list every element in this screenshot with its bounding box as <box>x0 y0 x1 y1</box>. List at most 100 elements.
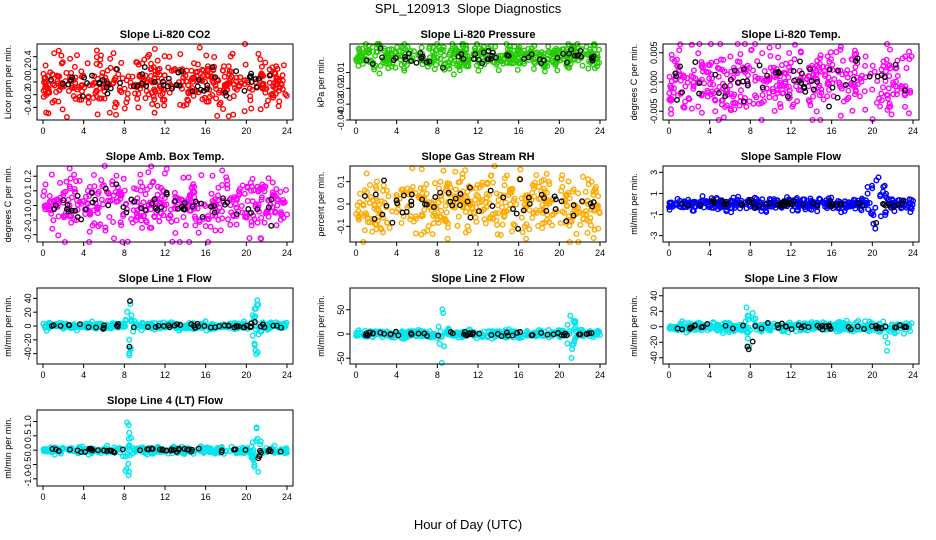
data-point <box>824 93 831 100</box>
data-point <box>398 61 405 68</box>
data-point-black <box>563 218 570 225</box>
data-point-black <box>696 90 703 97</box>
data-point <box>134 195 141 202</box>
data-point-black <box>850 76 857 83</box>
data-point <box>93 60 100 67</box>
data-point <box>369 44 376 51</box>
data-point <box>903 65 910 72</box>
data-point <box>43 91 50 98</box>
data-point <box>418 44 425 51</box>
data-point-black <box>900 197 907 204</box>
data-point-black <box>696 80 703 86</box>
data-point-black <box>784 93 791 100</box>
data-point <box>514 66 521 73</box>
data-point <box>515 60 522 67</box>
data-point-black <box>447 329 454 335</box>
data-point-black <box>212 74 219 81</box>
data-point <box>872 204 879 211</box>
data-point <box>676 47 683 54</box>
data-point <box>211 54 218 61</box>
data-point <box>587 46 594 53</box>
x-tick-label: 12 <box>786 126 796 136</box>
data-point <box>874 78 881 85</box>
data-point-black <box>435 332 442 339</box>
data-point <box>690 67 697 74</box>
data-point <box>251 463 258 470</box>
data-point <box>705 61 712 68</box>
data-point-black <box>476 330 483 337</box>
data-point <box>140 320 147 327</box>
data-point-black <box>510 206 516 212</box>
data-point-black <box>76 321 83 328</box>
data-point <box>95 223 102 230</box>
data-point <box>110 218 117 225</box>
x-tick-label: 4 <box>707 370 712 380</box>
data-point <box>233 221 240 228</box>
data-point <box>168 218 175 225</box>
data-point-black <box>399 209 406 216</box>
data-point-black <box>796 78 803 85</box>
data-point <box>125 443 132 450</box>
data-point <box>722 90 729 97</box>
data-point <box>829 66 836 73</box>
data-point <box>436 340 443 347</box>
data-point-black <box>577 48 584 54</box>
data-point <box>241 190 248 197</box>
data-point <box>744 312 751 319</box>
data-point-black <box>526 200 533 207</box>
data-point-black <box>379 54 386 61</box>
chart-panel-3: Slope Li-820 Temp.0 4 8 12 16 20 24-0.0050.000… <box>629 29 920 136</box>
data-point <box>681 74 688 81</box>
data-point-black <box>704 320 711 327</box>
data-point <box>205 73 212 80</box>
data-point <box>590 41 597 48</box>
data-point <box>219 181 226 188</box>
data-point <box>393 191 400 198</box>
data-point <box>825 80 832 87</box>
data-point-black <box>194 320 201 327</box>
data-point-black <box>550 331 557 338</box>
data-point <box>856 93 863 100</box>
data-point <box>668 202 675 209</box>
data-point <box>865 206 872 213</box>
data-point-black <box>489 49 496 56</box>
data-point <box>212 227 219 234</box>
data-point <box>207 223 214 230</box>
data-point <box>44 73 51 80</box>
data-point <box>568 355 575 362</box>
data-point <box>254 297 261 304</box>
data-point <box>439 306 446 313</box>
y-axis-label: degrees C per min. <box>629 44 639 121</box>
data-point <box>165 64 172 71</box>
data-point <box>68 219 75 226</box>
data-point-black <box>504 52 511 59</box>
data-point-black <box>188 448 195 455</box>
data-point-black <box>560 332 567 339</box>
data-point <box>559 46 566 53</box>
data-point <box>459 174 466 181</box>
data-point-black <box>538 191 545 198</box>
data-point <box>208 190 215 197</box>
data-point-black <box>797 58 803 65</box>
data-point <box>255 468 262 475</box>
data-point <box>885 85 892 92</box>
data-point <box>385 193 392 200</box>
data-point <box>684 79 691 86</box>
data-point <box>249 332 256 339</box>
data-point <box>700 198 707 205</box>
y-tick-label: 50 <box>336 305 346 315</box>
data-point <box>583 51 590 58</box>
data-point <box>862 197 869 204</box>
data-point <box>67 55 74 62</box>
data-point <box>279 72 286 79</box>
data-point-black <box>181 206 188 213</box>
data-point <box>851 200 858 207</box>
data-point <box>235 192 242 199</box>
data-point <box>161 53 168 60</box>
data-point <box>273 222 280 229</box>
data-point <box>280 324 287 331</box>
x-tick-label: 24 <box>282 126 292 136</box>
x-tick-label: 24 <box>595 248 605 258</box>
data-point <box>866 199 873 206</box>
